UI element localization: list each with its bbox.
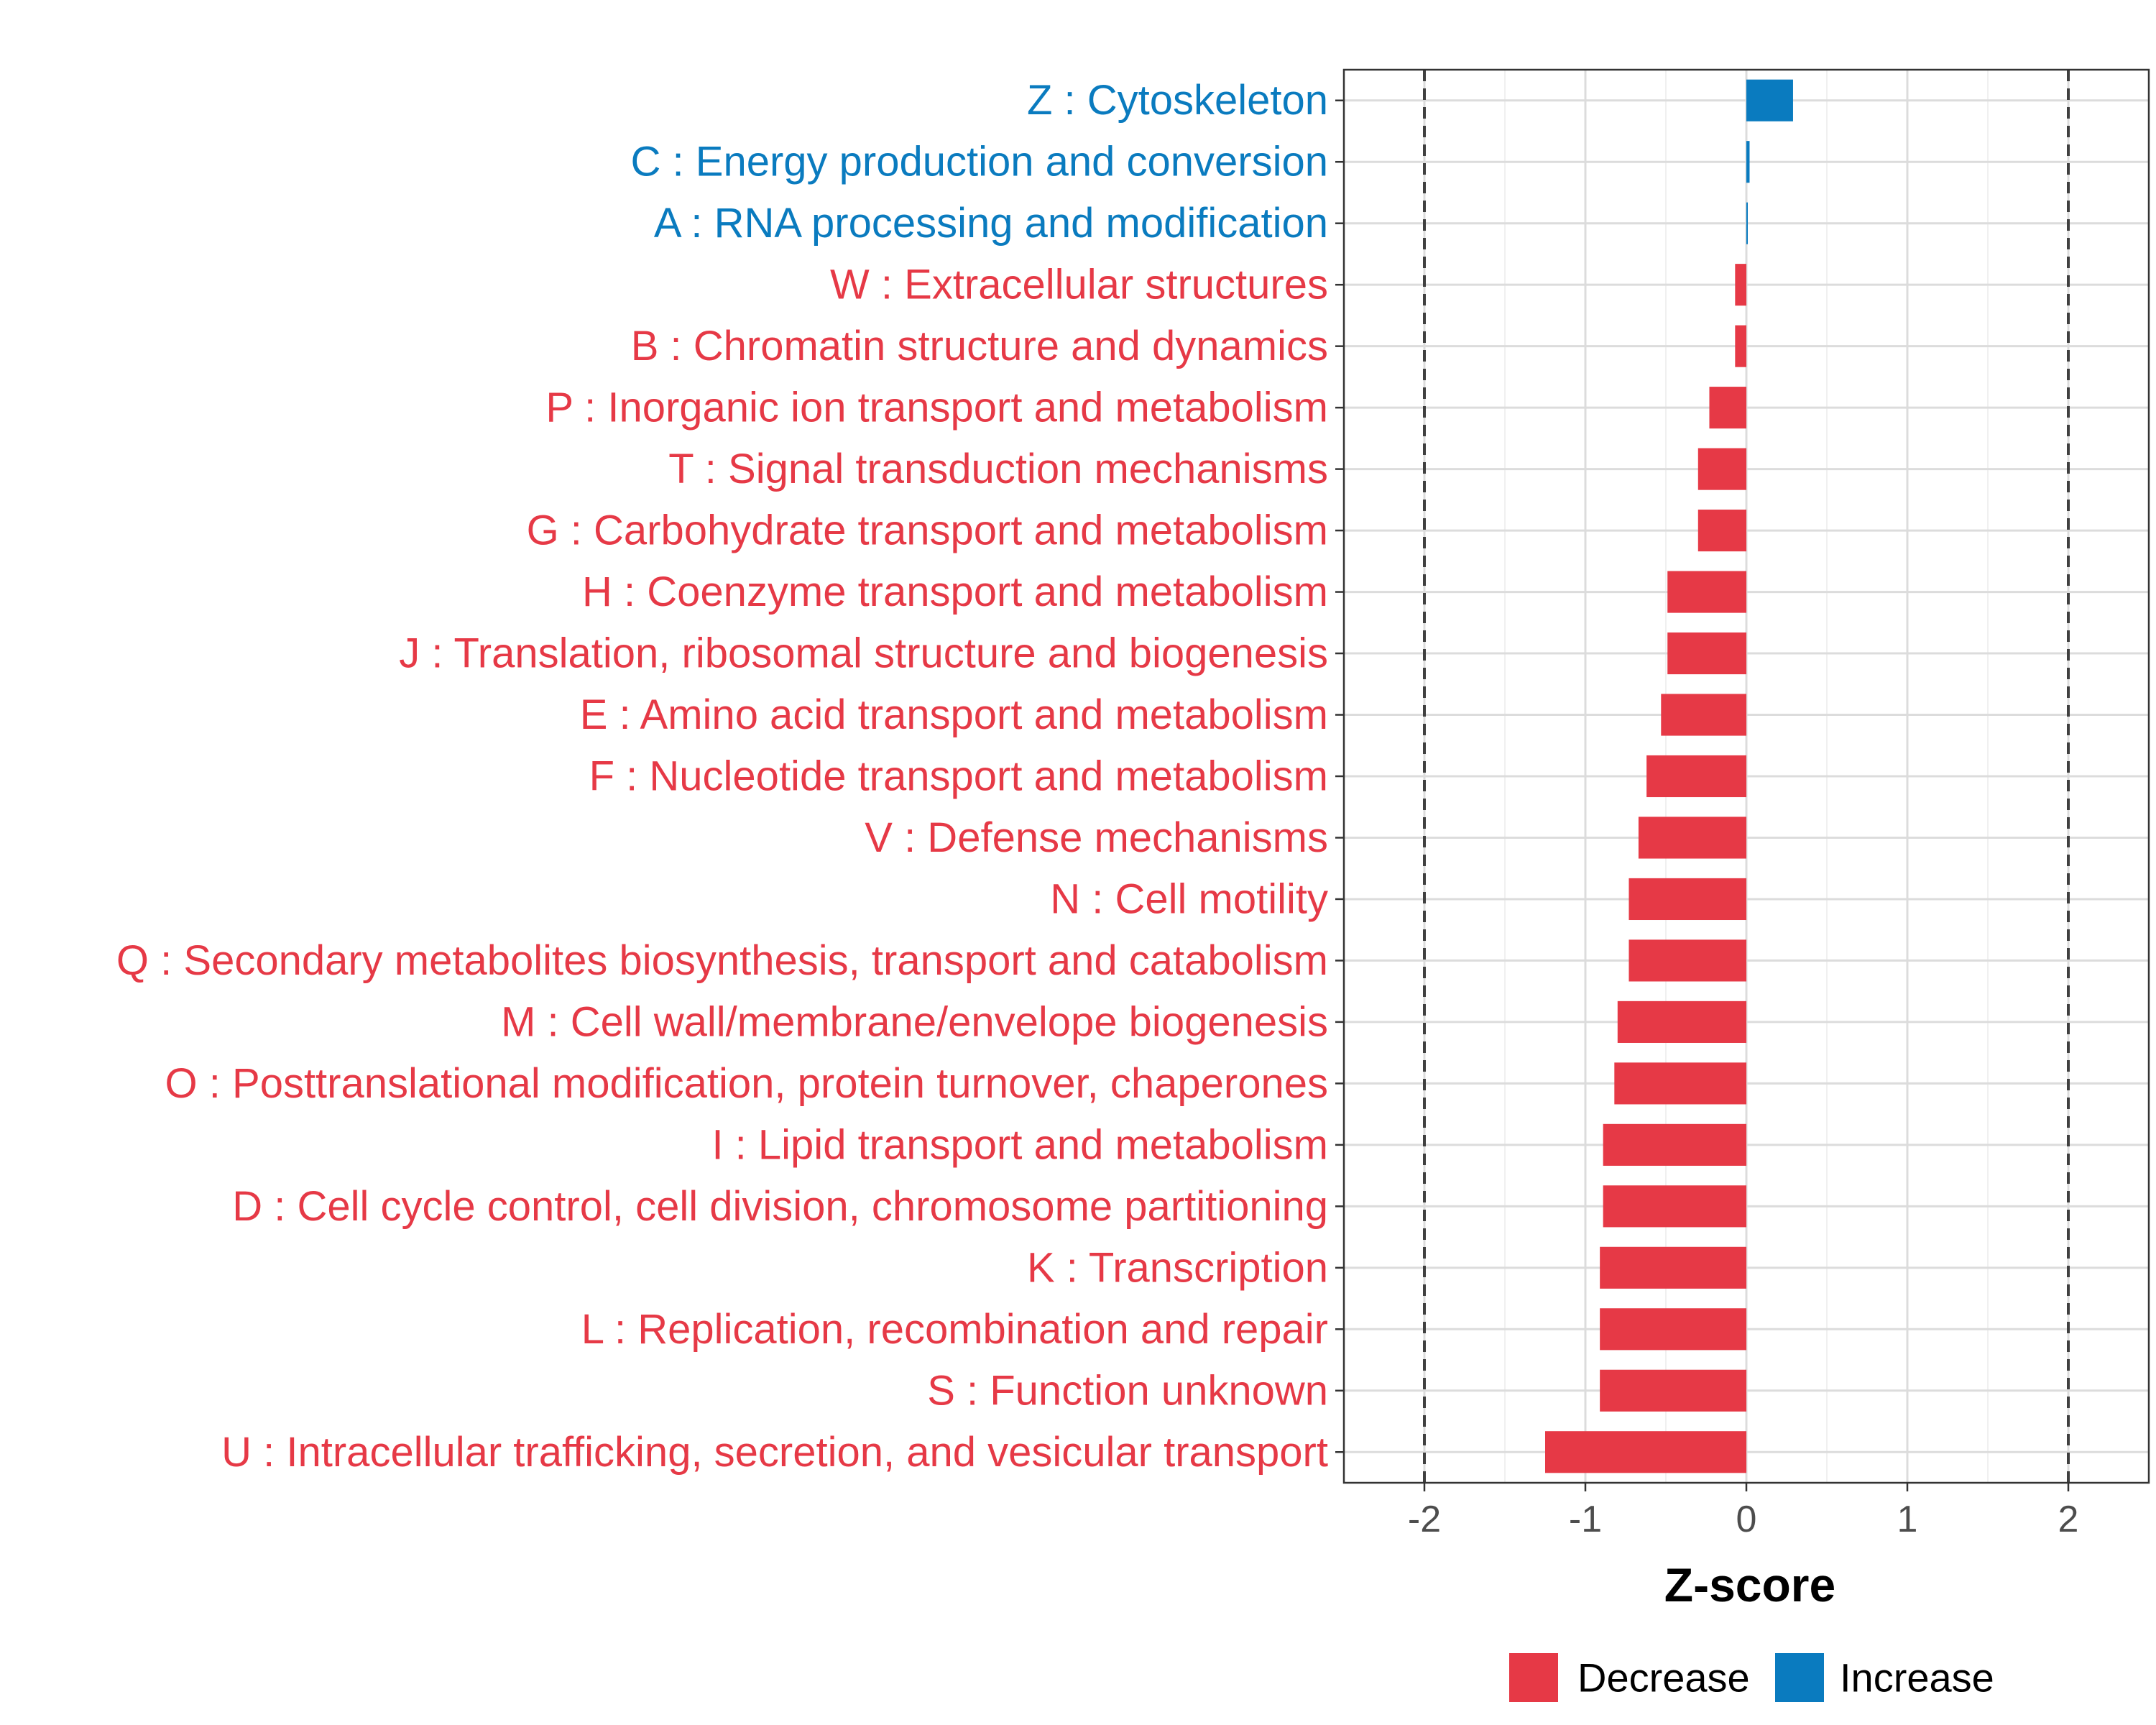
legend-label-decrease: Decrease xyxy=(1577,1655,1750,1701)
bar xyxy=(1600,1308,1746,1351)
bar xyxy=(1638,816,1746,859)
bar xyxy=(1746,141,1750,183)
category-label: S : Function unknown xyxy=(927,1367,1328,1414)
category-label: H : Coenzyme transport and metabolism xyxy=(582,569,1328,615)
bar xyxy=(1667,632,1746,675)
bar xyxy=(1603,1185,1746,1228)
legend-key-decrease xyxy=(1509,1653,1558,1702)
bar xyxy=(1617,1000,1746,1043)
bar xyxy=(1735,264,1746,306)
legend: Decrease Increase xyxy=(1509,1653,1994,1702)
category-label: W : Extracellular structures xyxy=(830,262,1328,308)
x-tick-label: -2 xyxy=(1408,1499,1441,1540)
category-label: A : RNA processing and modification xyxy=(654,200,1328,247)
category-label: F : Nucleotide transport and metabolism xyxy=(589,753,1328,800)
bar xyxy=(1746,79,1793,121)
bar xyxy=(1603,1123,1746,1166)
bar xyxy=(1697,510,1746,552)
bar xyxy=(1735,325,1746,367)
category-label: E : Amino acid transport and metabolism xyxy=(580,691,1328,738)
category-label: L : Replication, recombination and repai… xyxy=(581,1306,1328,1353)
category-label: Q : Secondary metabolites biosynthesis, … xyxy=(116,937,1328,984)
category-label: I : Lipid transport and metabolism xyxy=(711,1121,1328,1168)
category-label: G : Carbohydrate transport and metabolis… xyxy=(527,507,1328,554)
category-label: K : Transcription xyxy=(1027,1244,1328,1291)
bar xyxy=(1628,878,1746,921)
bar xyxy=(1746,202,1748,244)
category-label: C : Energy production and conversion xyxy=(631,139,1328,185)
x-tick-label: -1 xyxy=(1569,1499,1602,1540)
bar xyxy=(1709,387,1746,429)
category-label: N : Cell motility xyxy=(1050,875,1328,922)
category-label: O : Posttranslational modification, prot… xyxy=(165,1060,1328,1107)
x-tick-label: 0 xyxy=(1736,1499,1757,1540)
legend-key-increase xyxy=(1775,1653,1824,1702)
category-label: V : Defense mechanisms xyxy=(865,814,1328,861)
category-label: U : Intracellular trafficking, secretion… xyxy=(221,1429,1328,1476)
category-label: B : Chromatin structure and dynamics xyxy=(631,323,1328,369)
category-label: P : Inorganic ion transport and metaboli… xyxy=(545,385,1328,431)
category-label: J : Translation, ribosomal structure and… xyxy=(399,630,1328,677)
bar xyxy=(1661,694,1746,736)
x-tick-label: 2 xyxy=(2058,1499,2079,1540)
category-label: M : Cell wall/membrane/envelope biogenes… xyxy=(501,998,1328,1045)
bar xyxy=(1545,1431,1746,1473)
legend-label-increase: Increase xyxy=(1840,1655,1994,1701)
bar xyxy=(1646,755,1746,798)
category-labels: Z : Cytoskeleton C : Energy production an… xyxy=(116,77,1328,1476)
x-tick-label: 1 xyxy=(1897,1499,1918,1540)
x-ticks: -2 -1 0 1 2 xyxy=(1408,1483,2079,1540)
bar xyxy=(1697,448,1746,490)
bar xyxy=(1600,1246,1746,1289)
bars xyxy=(1545,79,1793,1473)
category-label: D : Cell cycle control, cell division, c… xyxy=(232,1183,1328,1230)
category-label: T : Signal transduction mechanisms xyxy=(668,446,1328,492)
x-axis-title: Z-score xyxy=(1664,1558,1835,1611)
reference-lines xyxy=(1423,70,2070,1483)
bar xyxy=(1614,1062,1746,1105)
bar xyxy=(1667,571,1746,613)
category-label: Z : Cytoskeleton xyxy=(1027,77,1328,124)
bar xyxy=(1600,1369,1746,1412)
y-ticks xyxy=(1335,99,1344,1453)
bar xyxy=(1628,939,1746,982)
